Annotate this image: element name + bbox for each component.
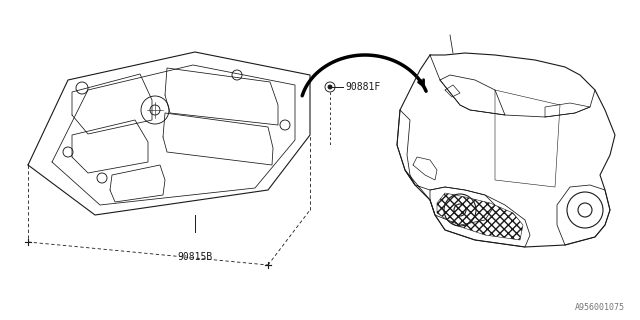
Text: 90881F: 90881F	[345, 82, 380, 92]
Circle shape	[328, 85, 332, 89]
Text: A956001075: A956001075	[575, 303, 625, 312]
Text: 90815B: 90815B	[177, 252, 212, 262]
